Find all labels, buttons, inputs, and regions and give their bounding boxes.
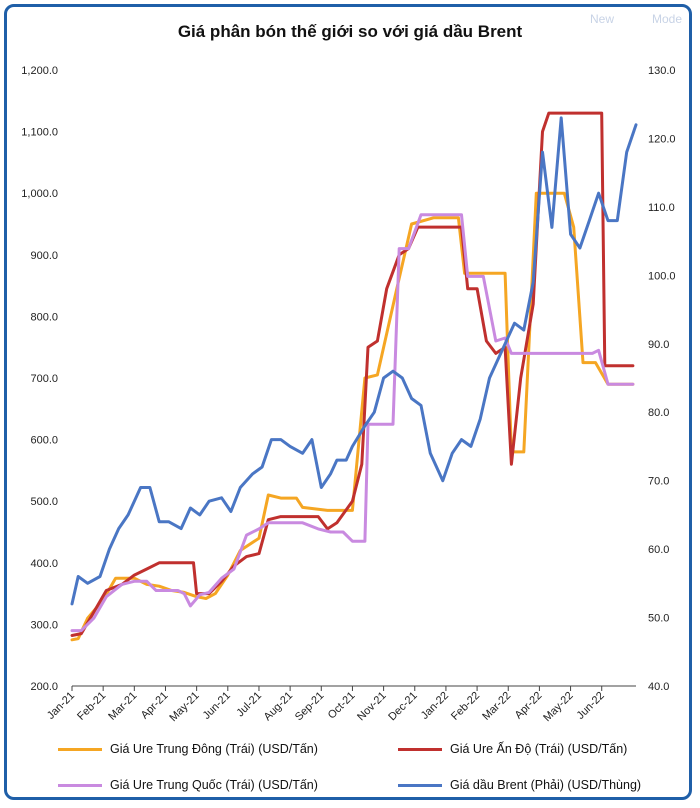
x-tick-label: Feb-21 (75, 690, 108, 723)
legend-item-ure-trung-quoc: Giá Ure Trung Quốc (Trái) (USD/Tấn) (58, 778, 318, 792)
chart-frame (4, 4, 692, 800)
legend-swatch-ure-an-do (398, 748, 442, 752)
y-left-tick-label: 800.0 (30, 311, 58, 323)
x-tick-label: Feb-22 (449, 690, 482, 723)
series-line-3 (70, 116, 638, 606)
x-tick-label: Oct-21 (326, 690, 358, 722)
series-line-0 (70, 191, 635, 642)
axes-group: 200.0 300.0 400.0 500.0 600.0 700.0 800.0 900.0… (21, 65, 675, 724)
x-tick-label: Apr-22 (513, 690, 545, 722)
x-tick-label: Jan-21 (45, 690, 77, 722)
y-right-tick-label: 100.0 (648, 270, 676, 282)
y-right-tick-label: 60.0 (648, 544, 669, 556)
x-tick-label: May-21 (167, 690, 201, 724)
y-left-tick-label: 1,200.0 (21, 65, 58, 77)
series-group (70, 111, 638, 642)
legend-item-dau-brent: Giá dầu Brent (Phải) (USD/Thùng) (398, 778, 641, 792)
legend-label-ure-trung-quoc: Giá Ure Trung Quốc (Trái) (USD/Tấn) (110, 778, 318, 792)
legend-item-ure-trung-dong: Giá Ure Trung Đông (Trái) (USD/Tấn) (58, 742, 318, 756)
y-right-tick-label: 90.0 (648, 339, 669, 351)
legend-label-dau-brent: Giá dầu Brent (Phải) (USD/Thùng) (450, 778, 642, 792)
x-tick-label: Dec-21 (386, 690, 420, 724)
y-left-tick-label: 1,100.0 (21, 127, 58, 139)
y-left-tick-label: 1,000.0 (21, 188, 58, 200)
legend-swatch-ure-trung-quoc (58, 784, 102, 788)
x-tick-label: Nov-21 (355, 690, 389, 724)
legend-item-ure-an-do: Giá Ure Ấn Độ (Trái) (USD/Tấn) (398, 742, 627, 756)
y-right-tick-label: 110.0 (648, 202, 675, 214)
y-left-tick-label: 200.0 (30, 681, 58, 693)
x-tick-label: Aug-21 (262, 690, 296, 724)
y-left-tick-label: 400.0 (30, 558, 58, 570)
x-tick-label: May-22 (541, 690, 575, 724)
y-left-tick-label: 600.0 (30, 435, 58, 447)
y-right-tick-label: 40.0 (648, 681, 669, 693)
y-left-tick-label: 300.0 (30, 619, 58, 631)
series-line-1 (70, 111, 635, 637)
y-right-tick-label: 80.0 (648, 407, 669, 419)
y-left-tick-label: 700.0 (30, 373, 58, 385)
legend-label-ure-trung-dong: Giá Ure Trung Đông (Trái) (USD/Tấn) (110, 742, 318, 756)
y-right-tick-label: 50.0 (648, 613, 669, 625)
chart-title: Giá phân bón thế giới so với giá dầu Bre… (177, 22, 523, 41)
x-tick-label: Sep-21 (293, 690, 327, 724)
series-line-2 (70, 213, 635, 633)
x-tick-label: Jun-21 (201, 690, 233, 722)
x-tick-label: Mar-21 (106, 690, 139, 723)
x-tick-label: Jun-22 (575, 690, 607, 722)
x-tick-label: Mar-22 (480, 690, 513, 723)
legend-swatch-ure-trung-dong (58, 748, 102, 752)
x-tick-label: Jul-21 (234, 690, 264, 720)
legend-swatch-dau-brent (398, 784, 442, 788)
y-right-tick-label: 130.0 (648, 65, 676, 77)
x-tick-label: Apr-21 (139, 690, 171, 722)
x-tick-label: Jan-22 (419, 690, 451, 722)
y-left-tick-label: 900.0 (30, 250, 58, 262)
y-right-tick-label: 70.0 (648, 476, 669, 488)
y-right-tick-label: 120.0 (648, 133, 676, 145)
legend-label-ure-an-do: Giá Ure Ấn Độ (Trái) (USD/Tấn) (450, 742, 628, 756)
y-left-tick-label: 500.0 (30, 496, 58, 508)
